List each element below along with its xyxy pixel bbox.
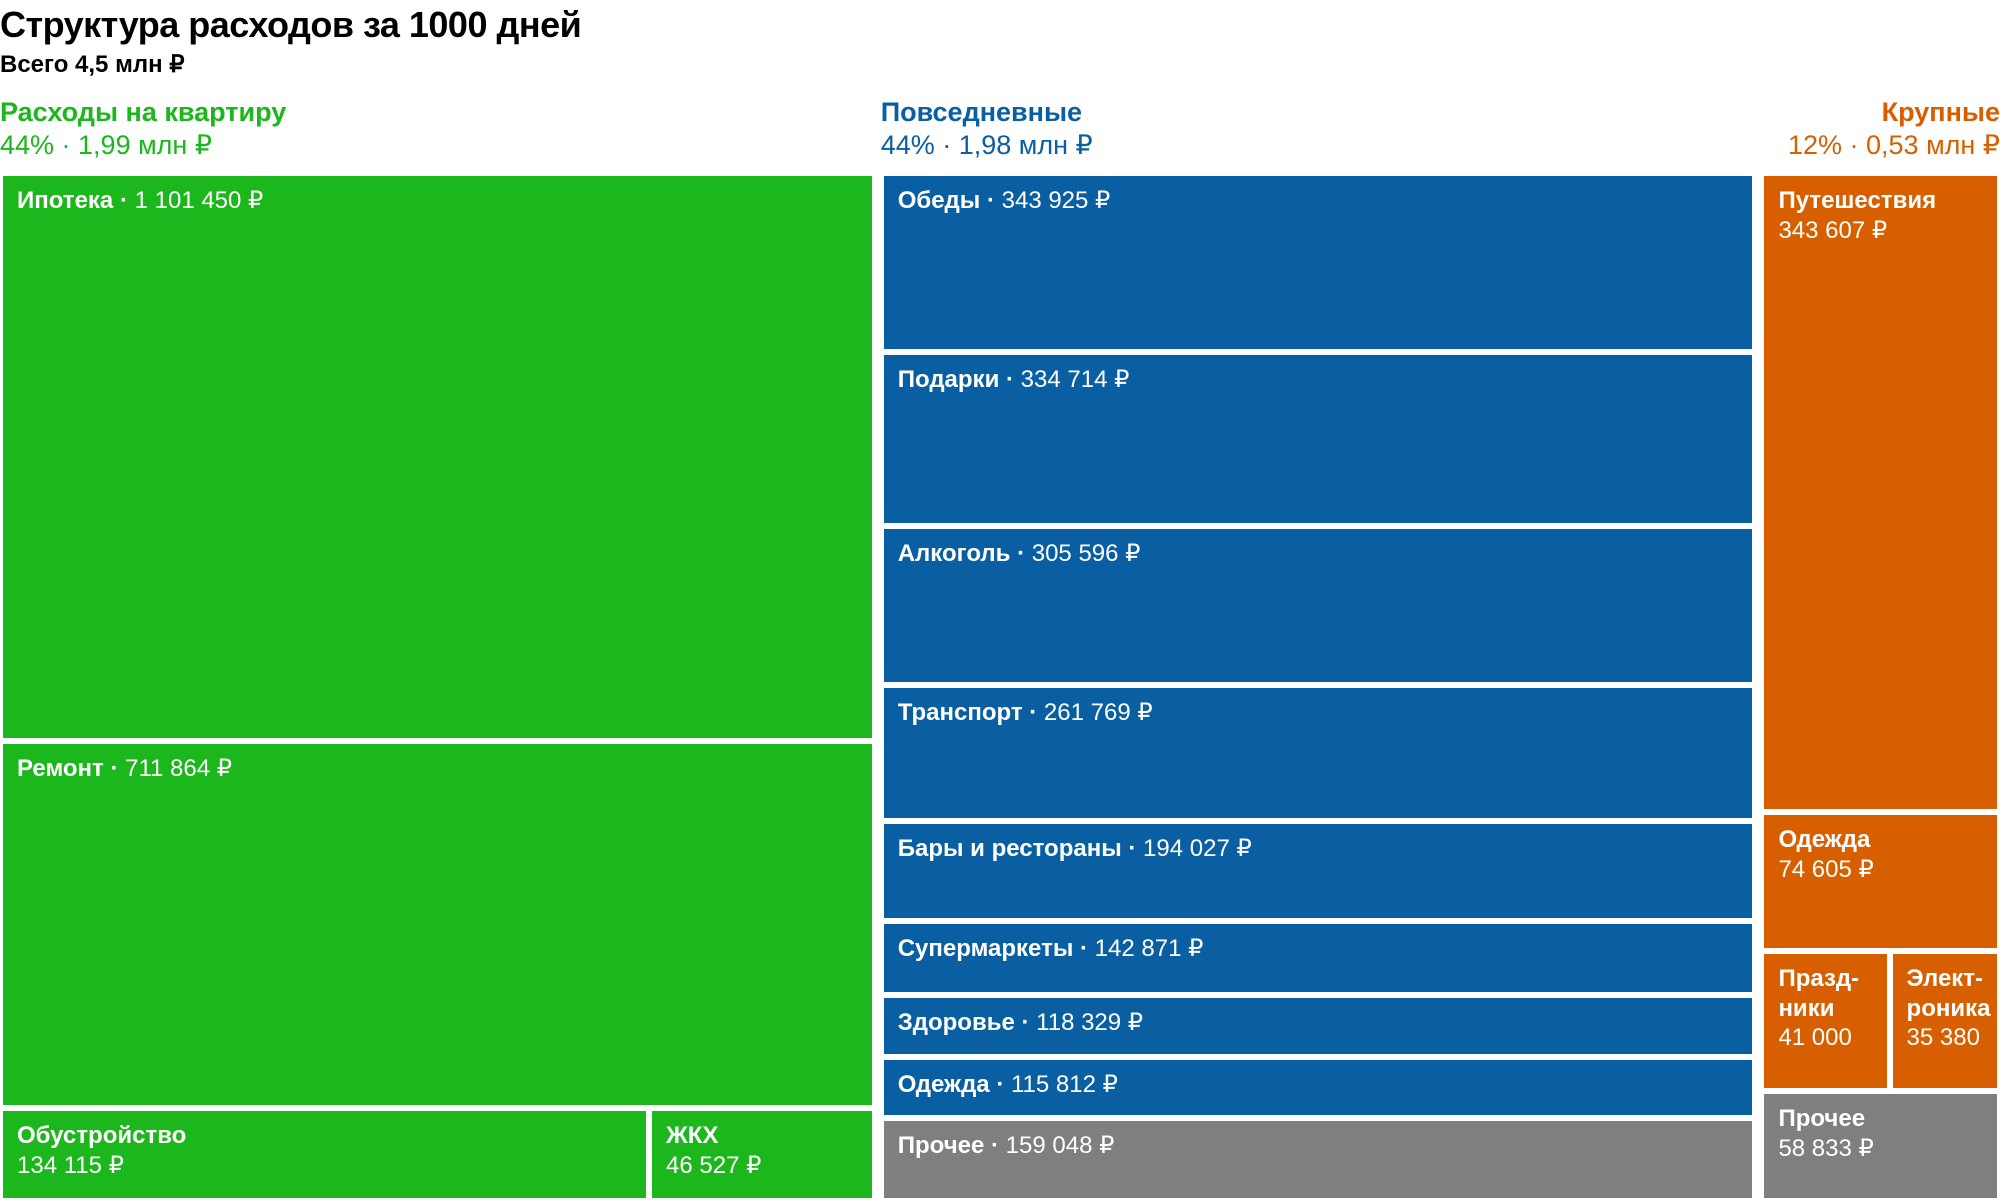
cell-label: Здоровье · 118 329 ₽ [898,1009,1143,1036]
category-header-daily: Повседневные44% · 1,98 млн ₽ [881,97,1756,173]
cell-label: Прочее · 159 048 ₽ [898,1132,1115,1159]
cell-label: Одежда · 115 812 ₽ [898,1071,1118,1098]
category-stats: 44% · 1,99 млн ₽ [0,130,875,161]
treemap-cell: Ремонт · 711 864 ₽ [0,741,875,1108]
treemap-cell: Одежда74 605 ₽ [1761,812,2000,951]
treemap-cell: Путешествия343 607 ₽ [1761,173,2000,812]
treemap-cell: Обеды · 343 925 ₽ [881,173,1756,352]
cell-label: Празд- ники41 000 [1778,964,1872,1052]
category-title: Расходы на квартиру [0,97,875,128]
treemap-cell: Здоровье · 118 329 ₽ [881,995,1756,1057]
category-header-large: Крупные12% · 0,53 млн ₽ [1761,97,2000,173]
category-stats: 12% · 0,53 млн ₽ [1761,130,2000,161]
category-title: Повседневные [881,97,1756,128]
cell-label: Путешествия343 607 ₽ [1778,186,1983,245]
cell-label: Одежда74 605 ₽ [1778,825,1983,884]
cell-label: Обеды · 343 925 ₽ [898,187,1111,214]
chart-header: Структура расходов за 1000 дней Всего 4,… [0,0,2000,97]
treemap-container: Расходы на квартиру44% · 1,99 млн ₽Ипоте… [0,97,2000,173]
cell-label: ЖКХ46 527 ₽ [666,1121,858,1180]
category-column-daily: Повседневные44% · 1,98 млн ₽Обеды · 343 … [881,97,1756,173]
cell-label: Элект- роника35 380 [1907,964,1983,1052]
cell-label: Транспорт · 261 769 ₽ [898,699,1153,726]
cell-label: Бары и рестораны · 194 027 ₽ [898,835,1252,862]
chart-subtitle: Всего 4,5 млн ₽ [0,50,2000,79]
treemap-cell: Элект- роника35 380 [1890,951,2000,1091]
category-title: Крупные [1761,97,2000,128]
cell-label: Прочее58 833 ₽ [1778,1104,1983,1163]
treemap-cell: Прочее58 833 ₽ [1761,1091,2000,1201]
treemap-cell: Бары и рестораны · 194 027 ₽ [881,821,1756,922]
cell-label: Подарки · 334 714 ₽ [898,366,1130,393]
treemap-cell: Ипотека · 1 101 450 ₽ [0,173,875,741]
treemap-cell: Одежда · 115 812 ₽ [881,1057,1756,1118]
cell-label: Обустройство134 115 ₽ [17,1121,632,1180]
treemap-cell: Обустройство134 115 ₽ [0,1108,649,1201]
treemap-cell: Прочее · 159 048 ₽ [881,1118,1756,1201]
cell-label: Ипотека · 1 101 450 ₽ [17,187,263,214]
cell-label: Алкоголь · 305 596 ₽ [898,540,1141,567]
treemap-cell: Супермаркеты · 142 871 ₽ [881,921,1756,995]
chart-title: Структура расходов за 1000 дней [0,4,2000,46]
treemap-cell: Празд- ники41 000 [1761,951,1889,1091]
category-column-large: Крупные12% · 0,53 млн ₽Путешествия343 60… [1761,97,2000,173]
treemap-cell: Алкоголь · 305 596 ₽ [881,526,1756,685]
cell-label: Супермаркеты · 142 871 ₽ [898,935,1204,962]
category-stats: 44% · 1,98 млн ₽ [881,130,1756,161]
treemap-cell: Транспорт · 261 769 ₽ [881,685,1756,821]
treemap-cell: ЖКХ46 527 ₽ [649,1108,875,1201]
treemap-cell: Подарки · 334 714 ₽ [881,352,1756,526]
category-header-apartment: Расходы на квартиру44% · 1,99 млн ₽ [0,97,875,173]
category-column-apartment: Расходы на квартиру44% · 1,99 млн ₽Ипоте… [0,97,875,173]
cell-label: Ремонт · 711 864 ₽ [17,755,232,782]
